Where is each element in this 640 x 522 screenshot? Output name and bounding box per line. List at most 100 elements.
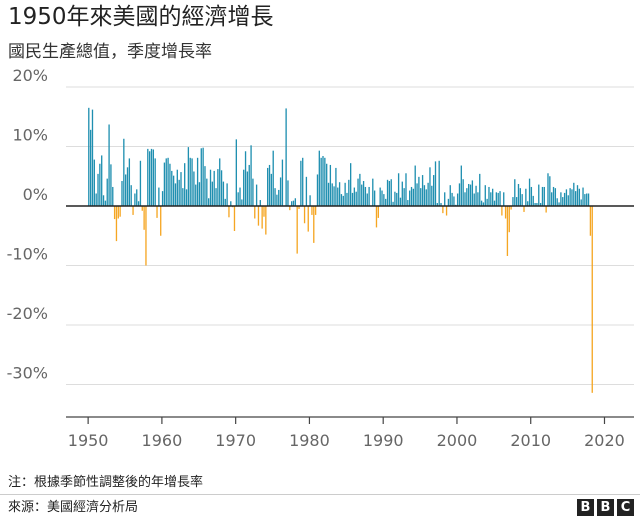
- bar: [490, 192, 492, 206]
- bar: [117, 206, 119, 219]
- x-tick-label: 1970: [215, 431, 256, 450]
- bar: [248, 164, 250, 206]
- bar: [563, 192, 566, 206]
- y-tick-label: -30%: [7, 364, 48, 383]
- bar: [226, 183, 228, 206]
- bbc-logo-block: C: [617, 499, 634, 516]
- bar: [350, 163, 352, 206]
- bar: [187, 147, 190, 206]
- bar: [405, 173, 407, 206]
- bar: [112, 186, 114, 206]
- bar: [403, 188, 405, 206]
- bar: [276, 194, 278, 206]
- bar: [562, 197, 564, 206]
- bar: [468, 183, 470, 206]
- bar: [213, 170, 215, 206]
- bar: [163, 162, 166, 206]
- bar: [88, 107, 90, 206]
- bar: [148, 151, 151, 206]
- bar: [486, 198, 488, 206]
- bar: [396, 192, 398, 206]
- bar: [316, 174, 319, 206]
- bar: [444, 192, 446, 206]
- bar: [499, 191, 501, 206]
- bar: [272, 150, 274, 206]
- bar: [587, 193, 590, 206]
- bar: [372, 178, 374, 206]
- bar: [134, 193, 136, 206]
- bar: [416, 183, 418, 206]
- bar: [381, 190, 383, 206]
- bar: [137, 201, 140, 206]
- bar: [267, 167, 269, 206]
- bar: [209, 169, 212, 206]
- bar: [368, 186, 370, 206]
- bar: [421, 175, 424, 206]
- x-tick-label: 1950: [68, 431, 109, 450]
- bar: [453, 196, 455, 206]
- bar: [110, 164, 112, 206]
- bar: [515, 197, 518, 206]
- bar: [206, 178, 208, 206]
- bar: [556, 198, 558, 206]
- bar: [477, 192, 479, 206]
- bar: [241, 199, 243, 206]
- bar: [318, 150, 320, 206]
- bar: [257, 206, 260, 226]
- bar: [278, 189, 280, 206]
- bar: [582, 187, 584, 206]
- bar: [263, 206, 265, 217]
- y-tick-label: 20%: [12, 66, 48, 85]
- bar: [309, 195, 311, 206]
- bar: [298, 206, 300, 209]
- bar: [250, 145, 252, 206]
- bar: [108, 124, 110, 206]
- bar: [346, 192, 348, 206]
- bar: [296, 206, 298, 254]
- bar: [392, 201, 394, 206]
- bar: [184, 163, 186, 206]
- bar: [501, 206, 503, 216]
- bar: [475, 185, 477, 206]
- bar: [178, 179, 180, 206]
- bar: [425, 189, 427, 206]
- bar: [418, 176, 420, 206]
- bar: [460, 165, 462, 206]
- bar: [525, 188, 527, 206]
- bar: [141, 206, 143, 211]
- bar: [270, 173, 273, 206]
- bar: [589, 206, 592, 236]
- bar: [300, 160, 302, 206]
- bar: [377, 206, 379, 218]
- bar: [91, 109, 94, 206]
- bar: [436, 203, 439, 206]
- bar: [147, 148, 149, 206]
- bar: [480, 200, 483, 206]
- bar: [152, 149, 155, 206]
- x-tick-label: 2010: [510, 431, 551, 450]
- bar: [545, 206, 547, 213]
- bar: [399, 197, 402, 206]
- bar: [578, 188, 581, 206]
- bar: [237, 192, 239, 206]
- bar: [353, 187, 356, 206]
- bbc-logo-block: B: [597, 499, 614, 516]
- bar: [440, 203, 442, 206]
- bar: [362, 181, 365, 206]
- bar: [484, 185, 486, 206]
- bar: [512, 197, 514, 206]
- bar: [503, 192, 505, 206]
- bar: [99, 163, 101, 206]
- bar: [586, 193, 588, 206]
- bar: [569, 188, 571, 206]
- bar: [326, 163, 328, 206]
- bar: [554, 188, 557, 206]
- bar: [89, 129, 92, 206]
- bar: [279, 177, 282, 206]
- bar: [327, 182, 330, 206]
- bar: [104, 200, 107, 206]
- bar: [580, 199, 582, 206]
- bar: [254, 206, 256, 219]
- y-tick-label: 0%: [23, 185, 48, 204]
- bar: [204, 166, 206, 206]
